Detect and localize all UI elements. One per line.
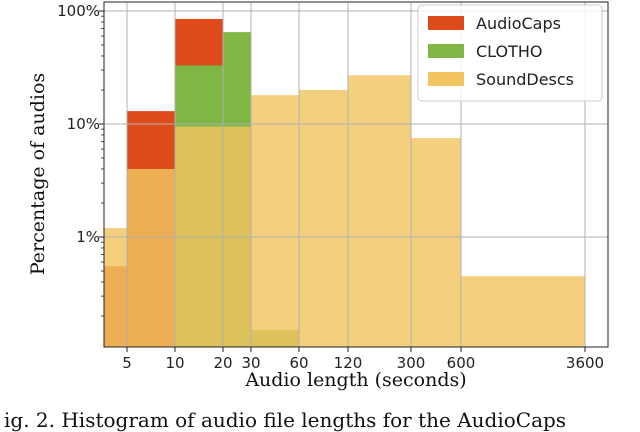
axes-layer — [103, 1, 609, 348]
legend-label-sounddescs: SoundDescs — [476, 70, 574, 89]
bar-sounddescs-30-60 — [251, 95, 299, 347]
bar-sounddescs-300-600 — [411, 138, 461, 347]
x-tick-label: 120 — [334, 354, 363, 372]
bars-layer — [104, 18, 585, 348]
legend: AudioCaps CLOTHO SoundDescs — [417, 4, 603, 102]
legend-label-audiocaps: AudioCaps — [476, 14, 561, 33]
y-tick-label: 1% — [76, 228, 100, 246]
x-axis-label: Audio length (seconds) — [244, 369, 466, 391]
x-tick-label: 5 — [122, 354, 132, 372]
x-tick-label: 20 — [213, 354, 232, 372]
figure-caption: ig. 2. Histogram of audio file lengths f… — [4, 408, 567, 432]
bar-sounddescs-5-10 — [127, 168, 175, 347]
y-tick-label: 100% — [57, 2, 100, 20]
legend-label-clotho: CLOTHO — [476, 42, 543, 61]
legend-swatch-sounddescs — [428, 72, 464, 86]
y-axis-label: Percentage of audios — [27, 73, 49, 275]
x-tick-label: 10 — [165, 354, 184, 372]
x-tick-label: 60 — [289, 354, 308, 372]
legend-swatch-clotho — [428, 44, 464, 58]
x-tick-label: 30 — [241, 354, 260, 372]
y-tick-label: 10% — [67, 115, 100, 133]
bar-sounddescs-120-300 — [348, 75, 411, 348]
bar-sounddescs-600-3600 — [461, 276, 585, 347]
x-tick-label: 300 — [397, 354, 426, 372]
histogram-chart: 5 10 20 30 60 120 300 600 3600 100% 10% 1% Audio le… — [27, 1, 609, 391]
bar-sounddescs-0-5 — [104, 228, 127, 347]
legend-swatch-audiocaps — [428, 16, 464, 30]
x-tick-label: 3600 — [566, 354, 604, 372]
bar-sounddescs-60-120 — [299, 89, 348, 347]
plot-frame — [103, 1, 609, 348]
grid-layer — [104, 2, 608, 347]
x-tick-label: 600 — [447, 354, 476, 372]
ticks-layer: 5 10 20 30 60 120 300 600 3600 100% 10% 1% — [57, 2, 604, 372]
